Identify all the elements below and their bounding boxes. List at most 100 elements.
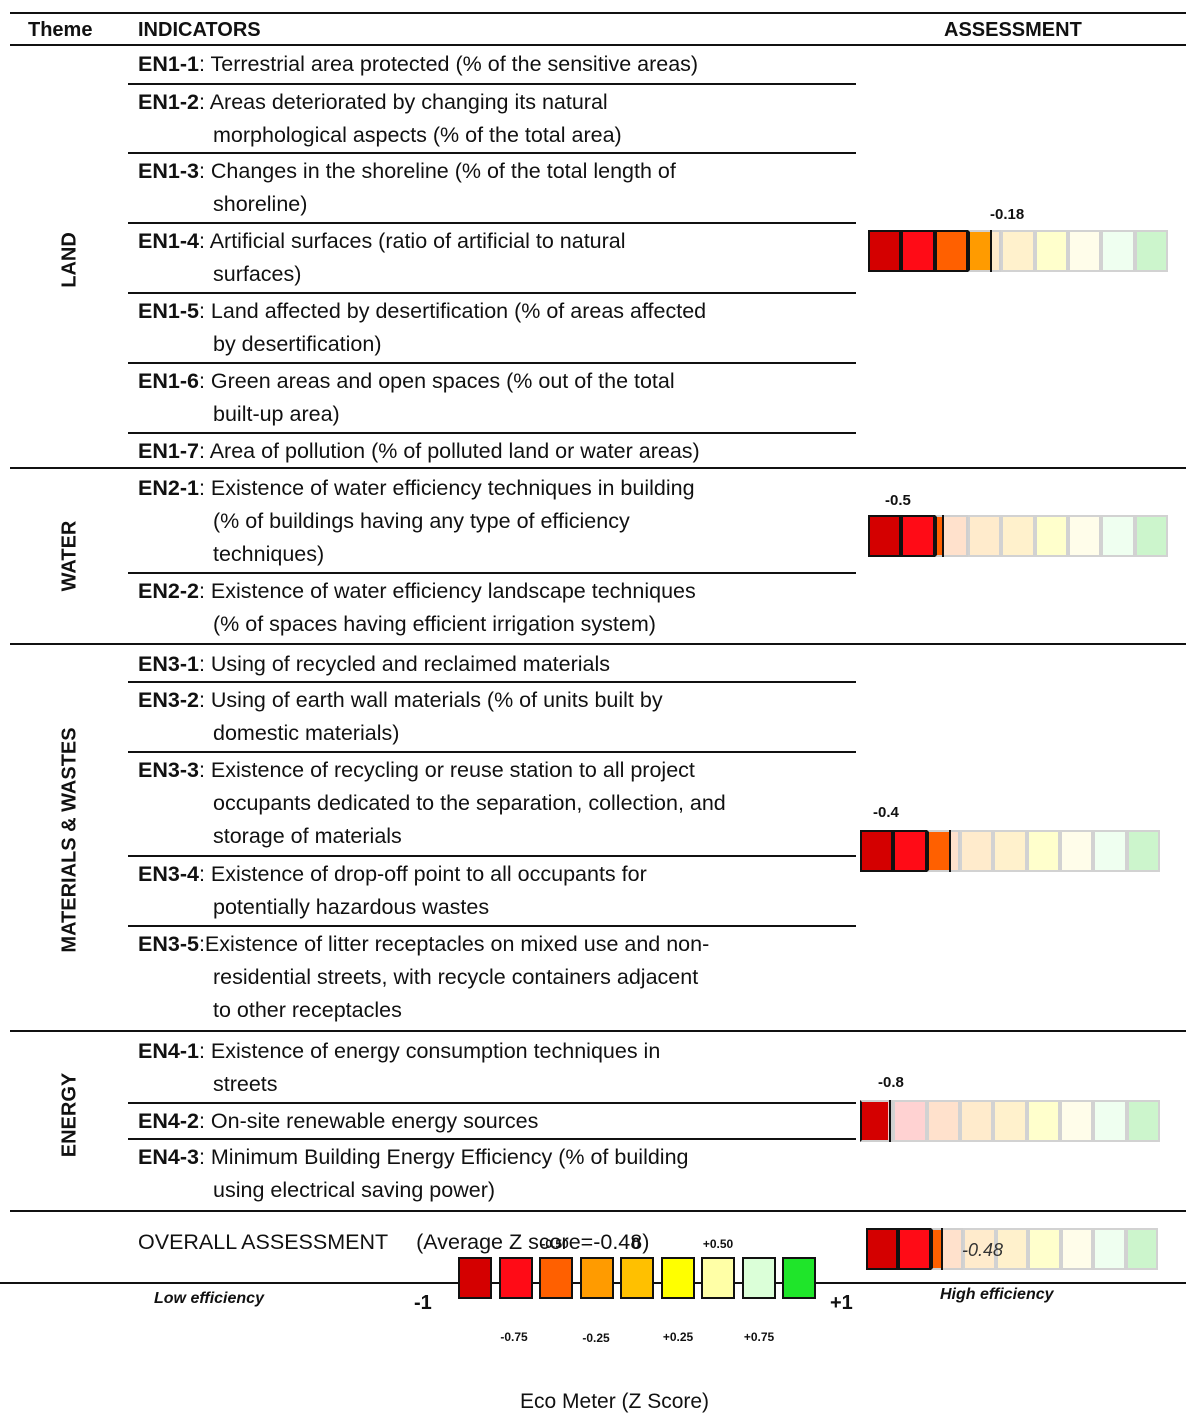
indicator-en3-4: EN3-4: Existence of drop-off point to al… bbox=[138, 858, 858, 924]
indicator-code: EN3-2 bbox=[138, 688, 199, 712]
meter-score-marker bbox=[942, 515, 944, 557]
indicator-text: built-up area) bbox=[213, 402, 340, 426]
legend-tick-minus-025: -0.25 bbox=[582, 1331, 610, 1345]
indicator-en1-7: EN1-7: Area of pollution (% of polluted … bbox=[138, 435, 858, 468]
meter-score-marker bbox=[990, 230, 992, 272]
indicator-en3-5: EN3-5:Existence of litter receptacles on… bbox=[138, 928, 858, 1027]
meter-cell bbox=[1060, 1228, 1094, 1270]
theme-rule bbox=[10, 1030, 1186, 1032]
row-rule bbox=[128, 362, 856, 364]
meter-cell bbox=[1093, 1228, 1126, 1270]
meter-cell bbox=[1001, 230, 1035, 272]
eco-meter-overall bbox=[866, 1228, 1158, 1270]
indicator-code: EN4-1 bbox=[138, 1039, 199, 1063]
indicator-text: using electrical saving power) bbox=[213, 1178, 496, 1202]
meter-cell bbox=[934, 230, 968, 272]
overall-score-label: -0.48 bbox=[962, 1240, 1004, 1260]
row-rule bbox=[128, 925, 856, 927]
meter-cell bbox=[1034, 230, 1068, 272]
meter-cell bbox=[1126, 1100, 1160, 1142]
indicator-text: occupants dedicated to the separation, c… bbox=[213, 791, 726, 815]
indicator-code: EN2-1 bbox=[138, 476, 199, 500]
meter-cell bbox=[926, 830, 960, 872]
meter-score-marker bbox=[940, 1228, 943, 1270]
overall-label: OVERALL ASSESSMENT bbox=[138, 1230, 389, 1254]
indicator-code: EN1-5 bbox=[138, 299, 199, 323]
indicator-code: EN1-6 bbox=[138, 369, 199, 393]
meter-cell bbox=[1060, 1100, 1094, 1142]
indicator-code: EN1-2 bbox=[138, 90, 199, 114]
meter-cell bbox=[866, 1228, 899, 1270]
indicator-code: EN3-4 bbox=[138, 862, 199, 886]
score-label-land: -0.18 bbox=[990, 206, 1025, 223]
meter-cell bbox=[1093, 1100, 1127, 1142]
meter-cell bbox=[960, 830, 994, 872]
indicator-code: EN2-2 bbox=[138, 579, 199, 603]
header-theme: Theme bbox=[28, 19, 93, 41]
indicator-text: to other receptacles bbox=[213, 998, 402, 1022]
meter-cell bbox=[1026, 1100, 1060, 1142]
legend-max-label: +1 bbox=[830, 1292, 853, 1314]
indicator-text: storage of materials bbox=[213, 824, 402, 848]
indicator-en1-2: EN1-2: Areas deteriorated by changing it… bbox=[138, 86, 858, 152]
meter-cell bbox=[926, 1100, 960, 1142]
score-label-water: -0.5 bbox=[885, 492, 911, 509]
indicator-text: : Area of pollution (% of polluted land … bbox=[198, 439, 700, 463]
indicator-code: EN4-2 bbox=[138, 1109, 199, 1133]
overall-detail: (Average Z score=-0.48) bbox=[416, 1230, 650, 1254]
meter-cell bbox=[963, 1228, 996, 1270]
score-label-materials-wastes: -0.4 bbox=[873, 804, 899, 821]
row-rule bbox=[128, 432, 856, 434]
row-rule bbox=[128, 751, 856, 753]
indicator-text: :Existence of litter receptacles on mixe… bbox=[198, 932, 710, 956]
indicator-text: (% of buildings having any type of effic… bbox=[213, 509, 630, 533]
theme-label-water: WATER bbox=[58, 520, 81, 592]
indicator-text: : Existence of water efficiency landscap… bbox=[198, 579, 696, 603]
theme-rule bbox=[10, 643, 1186, 645]
indicator-code: EN3-1 bbox=[138, 652, 199, 676]
overall-assessment: OVERALL ASSESSMENT (Average Z score=-0.48… bbox=[138, 1230, 649, 1255]
meter-cell bbox=[893, 830, 927, 872]
meter-cell bbox=[1125, 1228, 1158, 1270]
indicator-text: domestic materials) bbox=[213, 721, 400, 745]
meter-cell bbox=[1034, 515, 1068, 557]
indicator-text: morphological aspects (% of the total ar… bbox=[213, 123, 622, 147]
meter-cell bbox=[1134, 515, 1168, 557]
top-rule bbox=[10, 12, 1186, 14]
indicator-text: : Green areas and open spaces (% out of … bbox=[198, 369, 675, 393]
indicator-en4-2: EN4-2: On-site renewable energy sources bbox=[138, 1105, 858, 1138]
meter-cell bbox=[968, 515, 1002, 557]
meter-cell bbox=[960, 1100, 994, 1142]
indicator-en2-1: EN2-1: Existence of water efficiency tec… bbox=[138, 472, 858, 571]
theme-rule bbox=[10, 1210, 1186, 1212]
legend-high-label: High efficiency bbox=[940, 1286, 1054, 1303]
indicator-text: potentially hazardous wastes bbox=[213, 895, 490, 919]
indicator-code: EN3-5 bbox=[138, 932, 199, 956]
legend-cell bbox=[660, 1257, 695, 1299]
legend-low-label: Low efficiency bbox=[154, 1290, 264, 1307]
meter-cell bbox=[1134, 230, 1168, 272]
indicator-en2-2: EN2-2: Existence of water efficiency lan… bbox=[138, 575, 858, 641]
theme-label-land: LAND bbox=[58, 232, 81, 288]
meter-cell bbox=[993, 830, 1027, 872]
meter-cell bbox=[1001, 515, 1035, 557]
indicator-text: : Minimum Building Energy Efficiency (% … bbox=[198, 1145, 689, 1169]
meter-cell bbox=[1026, 830, 1060, 872]
meter-cell bbox=[995, 1228, 1029, 1270]
meter-cell bbox=[1101, 515, 1135, 557]
indicator-text: : Changes in the shoreline (% of the tot… bbox=[198, 159, 676, 183]
indicator-text: : Existence of water efficiency techniqu… bbox=[198, 476, 695, 500]
meter-cell bbox=[1068, 515, 1102, 557]
indicator-en4-1: EN4-1: Existence of energy consumption t… bbox=[138, 1035, 858, 1101]
row-rule bbox=[128, 572, 856, 574]
theme-rule bbox=[10, 467, 1186, 469]
legend-cell bbox=[539, 1257, 573, 1299]
meter-score-marker bbox=[889, 1100, 891, 1142]
indicator-text: streets bbox=[213, 1072, 278, 1096]
score-label-energy: -0.8 bbox=[878, 1074, 904, 1091]
legend-cell bbox=[498, 1257, 533, 1299]
header-assessment: ASSESSMENT bbox=[944, 19, 1082, 41]
indicator-code: EN3-3 bbox=[138, 758, 199, 782]
legend-tick-plus-025: +0.25 bbox=[662, 1330, 694, 1344]
